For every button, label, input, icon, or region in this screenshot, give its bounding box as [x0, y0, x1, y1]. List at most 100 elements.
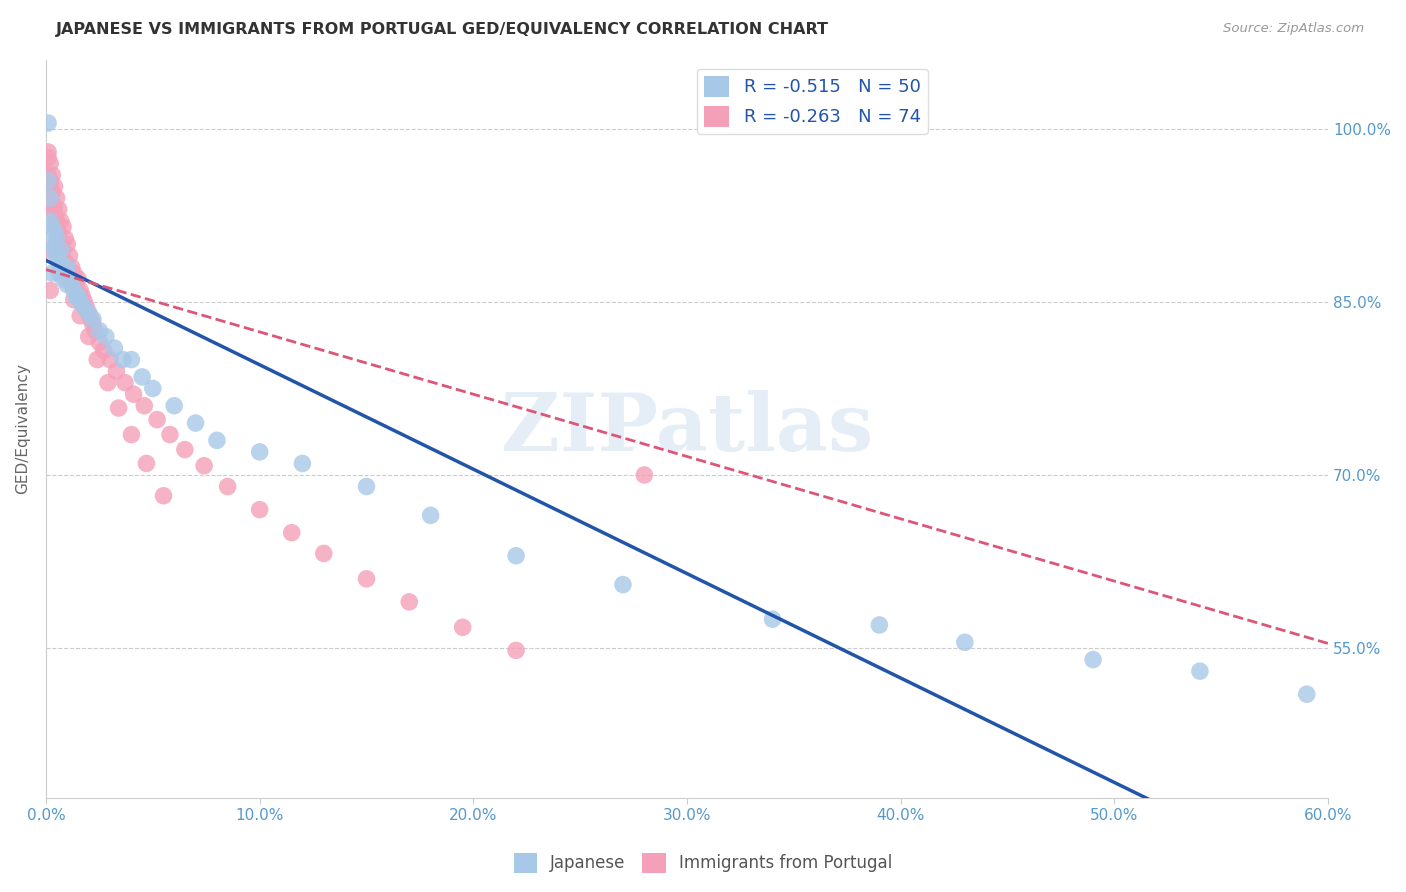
Point [39, 174, 62, 188]
Point [62, 284, 84, 298]
Point [419, 508, 441, 523]
Point [76, 301, 98, 315]
Point [146, 412, 169, 426]
Point [41, 237, 63, 252]
Point [94, 329, 117, 343]
Point [45, 219, 67, 234]
Point [66, 289, 89, 303]
Point [48, 226, 70, 240]
Point [48, 266, 70, 280]
Point [37, 174, 59, 188]
Point [37, 145, 59, 159]
Point [65, 289, 87, 303]
Point [73, 294, 96, 309]
Point [56, 272, 79, 286]
Point [72, 289, 94, 303]
Point [41, 168, 63, 182]
Point [1081, 652, 1104, 666]
Point [39, 214, 62, 228]
Point [62, 293, 84, 307]
Point [633, 467, 655, 482]
Point [184, 416, 207, 430]
Point [69, 294, 91, 309]
Point [48, 202, 70, 217]
Text: ZIPatlas: ZIPatlas [501, 390, 873, 467]
Point [249, 445, 271, 459]
Point [398, 595, 420, 609]
Point [505, 643, 527, 657]
Point [39, 197, 62, 211]
Point [52, 254, 75, 268]
Point [37, 151, 59, 165]
Text: JAPANESE VS IMMIGRANTS FROM PORTUGAL GED/EQUIVALENCY CORRELATION CHART: JAPANESE VS IMMIGRANTS FROM PORTUGAL GED… [56, 22, 830, 37]
Point [953, 635, 976, 649]
Point [868, 618, 890, 632]
Point [45, 214, 67, 228]
Y-axis label: GED/Equivalency: GED/Equivalency [15, 363, 30, 494]
Point [107, 401, 129, 415]
Point [217, 479, 239, 493]
Point [135, 457, 157, 471]
Point [89, 324, 111, 338]
Point [49, 243, 72, 257]
Legend: Japanese, Immigrants from Portugal: Japanese, Immigrants from Portugal [508, 847, 898, 880]
Point [39, 284, 62, 298]
Point [761, 612, 783, 626]
Point [131, 370, 153, 384]
Point [52, 272, 75, 286]
Point [49, 214, 72, 228]
Point [105, 364, 128, 378]
Point [41, 186, 63, 200]
Point [37, 116, 59, 130]
Point [53, 231, 76, 245]
Point [52, 219, 75, 234]
Point [56, 260, 79, 275]
Point [163, 399, 186, 413]
Point [39, 156, 62, 170]
Point [66, 272, 89, 286]
Point [89, 335, 111, 350]
Point [44, 226, 66, 240]
Text: Source: ZipAtlas.com: Source: ZipAtlas.com [1223, 22, 1364, 36]
Point [53, 254, 76, 268]
Point [291, 457, 314, 471]
Point [48, 254, 70, 268]
Point [249, 502, 271, 516]
Point [77, 329, 100, 343]
Point [82, 318, 104, 332]
Point [159, 427, 181, 442]
Point [84, 324, 107, 338]
Point [114, 376, 136, 390]
Point [60, 277, 83, 292]
Point [60, 260, 83, 275]
Point [173, 442, 195, 457]
Legend: R = -0.515   N = 50, R = -0.263   N = 74: R = -0.515 N = 50, R = -0.263 N = 74 [697, 69, 928, 134]
Point [44, 243, 66, 257]
Point [41, 219, 63, 234]
Point [58, 272, 80, 286]
Point [312, 546, 335, 560]
Point [120, 427, 142, 442]
Point [505, 549, 527, 563]
Point [1295, 687, 1317, 701]
Point [612, 577, 634, 591]
Point [111, 352, 134, 367]
Point [142, 381, 165, 395]
Point [37, 168, 59, 182]
Point [69, 284, 91, 298]
Point [65, 277, 87, 292]
Point [41, 266, 63, 280]
Point [39, 191, 62, 205]
Point [44, 179, 66, 194]
Point [41, 197, 63, 211]
Point [152, 489, 174, 503]
Point [52, 243, 75, 257]
Point [62, 266, 84, 280]
Point [77, 306, 100, 320]
Point [53, 266, 76, 280]
Point [45, 231, 67, 245]
Point [44, 202, 66, 217]
Point [1188, 664, 1211, 678]
Point [58, 249, 80, 263]
Point [80, 312, 103, 326]
